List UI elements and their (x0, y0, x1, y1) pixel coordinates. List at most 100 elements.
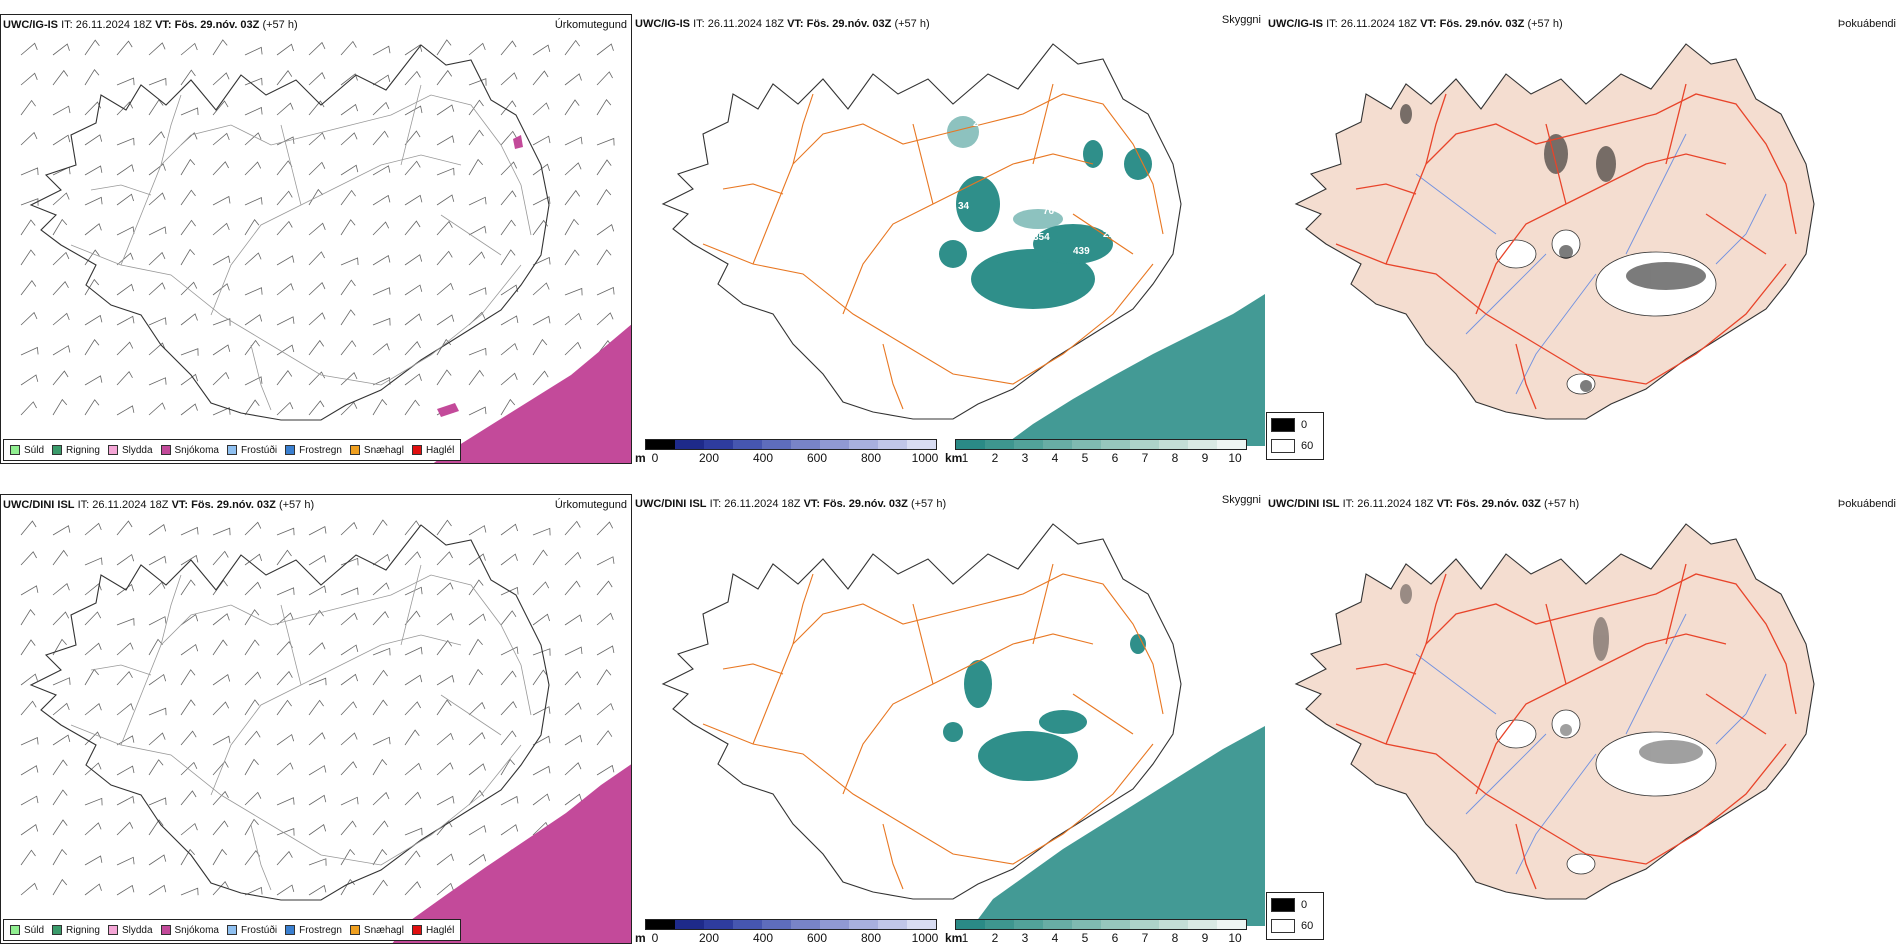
wind-barb (372, 611, 389, 626)
colorbar-step (820, 920, 849, 929)
wind-barb (148, 797, 167, 806)
wind-barb (20, 167, 39, 176)
visibility-spot-label: 94 (1088, 712, 1100, 723)
wind-barb (212, 371, 230, 386)
wind-barb (148, 759, 164, 776)
wind-barb (84, 101, 102, 116)
colorbar-tick-label: 600 (806, 451, 828, 464)
precip-type-legend: Súld Rigning Slydda Snjókoma Frostúði Frostre… (3, 439, 462, 461)
snow-spot (513, 135, 523, 149)
wind-barb (436, 639, 453, 656)
wind-barb (52, 638, 67, 656)
wind-barb (468, 347, 487, 356)
colorbar-track (645, 919, 937, 930)
wind-barb (212, 318, 231, 326)
colorbar-step (791, 920, 820, 929)
road-line (912, 123, 934, 205)
colorbar-track (955, 919, 1247, 930)
wind-barb (404, 827, 423, 836)
visibility-colorbar: km 1 2 3 4 5 6 7 8 9 10 (945, 919, 1247, 944)
colorbar-tick-label: 4 (1051, 451, 1059, 464)
it-label: IT: (709, 498, 722, 510)
colorbar-step (1130, 920, 1159, 929)
wind-barb (212, 848, 228, 866)
wind-barb (340, 219, 356, 236)
wind-barb (116, 821, 134, 836)
wind-barb (404, 194, 423, 206)
legend-item: Snæhagl (349, 445, 404, 456)
wind-barb (340, 587, 359, 596)
fog-legend: 0 60 (1266, 412, 1324, 460)
wind-barb (404, 791, 422, 806)
wind-barb (532, 135, 551, 146)
road-line (1385, 573, 1797, 745)
fog-legend-swatch (1271, 898, 1295, 912)
visibility-spot-label: 76 (1043, 206, 1055, 217)
wind-barb (532, 793, 550, 806)
wind-barb (500, 249, 516, 266)
wind-barb (436, 282, 454, 296)
wind-barb (116, 341, 134, 356)
colorbar-step (1159, 440, 1188, 449)
wind-barb (500, 315, 519, 326)
iceland-land (1294, 523, 1815, 900)
wind-barb (276, 283, 294, 296)
colorbar-unit: km (945, 931, 963, 944)
wind-barb (532, 370, 549, 386)
wind-barb (20, 585, 39, 596)
wind-barb (532, 44, 551, 56)
fog-legend-item: 60 (1271, 439, 1313, 453)
wind-barb (340, 701, 357, 716)
wind-barb (404, 373, 422, 386)
wind-barb (244, 818, 259, 836)
lead-time: (+57 h) (894, 18, 930, 30)
precip-type-panel-row1: UWC/IG-IS IT: 26.11.2024 18Z VT: Fös. 29… (0, 14, 632, 464)
wind-barb (244, 791, 262, 806)
fog-legend-label: 60 (1301, 440, 1314, 452)
wind-barb (148, 42, 166, 56)
colorbar-step (907, 440, 936, 449)
wind-barb (20, 882, 38, 896)
wind-barb (308, 222, 326, 236)
low-visibility-areas (939, 116, 1152, 309)
road-line (160, 94, 182, 166)
road-line (722, 183, 784, 195)
colorbar-step (1043, 920, 1072, 929)
wind-barb (52, 702, 70, 716)
wind-barb (52, 134, 71, 146)
lead-time: (+57 h) (278, 499, 315, 511)
wind-barb (500, 161, 518, 176)
wind-barb (20, 849, 36, 866)
wind-barb (468, 99, 484, 116)
wind-barb (116, 671, 133, 686)
wind-barb (564, 762, 582, 776)
wind-barb (436, 762, 454, 776)
wind-barb (500, 758, 516, 776)
colorbar-tick-label: 5 (1081, 451, 1089, 464)
wind-barb (116, 553, 135, 566)
wind-barb (52, 677, 71, 686)
wind-barb (212, 701, 230, 716)
wind-barb (52, 549, 69, 566)
legend-swatch (160, 925, 171, 935)
fog-legend-item: 60 (1271, 919, 1313, 933)
wind-barb (532, 706, 551, 716)
wind-barb (148, 377, 167, 386)
wind-barb (436, 167, 455, 176)
wind-barb (436, 612, 454, 626)
vt-value: Fös. 29.nóv. 03Z (191, 499, 276, 511)
wind-barb (180, 403, 198, 416)
visibility-panel-row2: 94 212 UWC/DINI ISL IT: 26.11.2024 18Z VT… (633, 494, 1265, 944)
wind-barb (468, 251, 486, 266)
wind-barb (148, 317, 167, 326)
wind-barb (276, 190, 293, 206)
legend-swatch (52, 925, 63, 935)
wind-barb (180, 554, 199, 566)
wind-barb (596, 521, 614, 536)
wind-barb (532, 735, 551, 746)
road-line (90, 664, 152, 676)
road-line (90, 184, 152, 196)
wind-barb (244, 376, 263, 386)
wind-barb (116, 856, 135, 866)
wind-barb (148, 616, 167, 626)
